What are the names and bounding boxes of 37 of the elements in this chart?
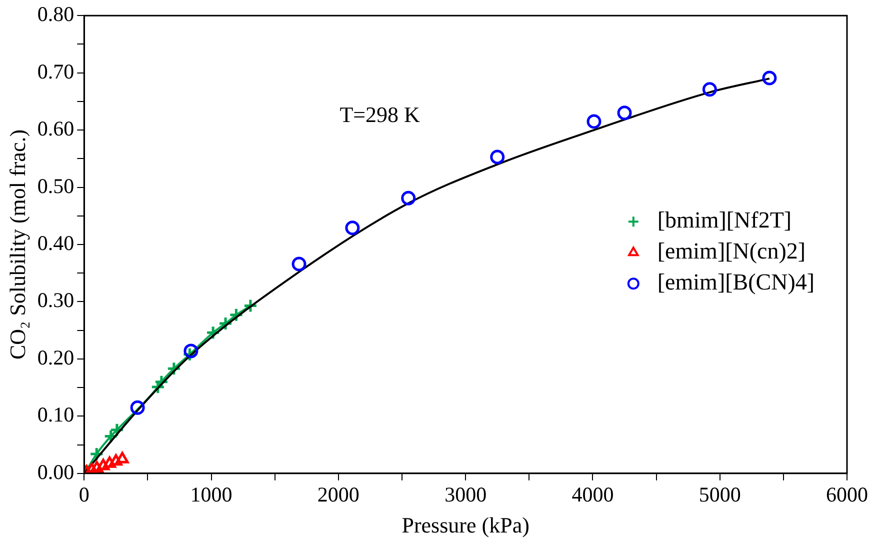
point xyxy=(401,190,416,206)
point xyxy=(130,400,145,415)
x-tick-label: 4000 xyxy=(572,482,614,507)
point xyxy=(90,461,104,472)
annotation: T=298 K xyxy=(340,102,420,128)
point xyxy=(96,458,110,470)
point xyxy=(702,82,717,97)
x-tick-label: 5000 xyxy=(698,482,741,507)
point xyxy=(103,456,116,468)
y-tick-label: 0.80 xyxy=(37,2,74,26)
y-tick-label: 0.70 xyxy=(37,59,74,84)
x-tick-label: 1000 xyxy=(190,482,232,507)
y-tick-label: 0.20 xyxy=(37,345,74,370)
legend-label: [bmim][Nf2T] xyxy=(657,208,792,233)
point xyxy=(490,150,505,164)
point xyxy=(345,220,360,236)
y-tick-label: 0.30 xyxy=(37,288,74,312)
x-tick-label: 6000 xyxy=(826,482,868,507)
y-tick-label: 0.10 xyxy=(37,402,74,427)
point xyxy=(762,70,777,86)
point xyxy=(617,106,632,120)
legend-label: [emim][N(cn)2] xyxy=(657,238,806,264)
y-tick-label: 0.50 xyxy=(37,174,74,198)
point xyxy=(292,256,306,272)
x-tick-label: 3000 xyxy=(444,482,487,507)
point xyxy=(184,344,198,358)
x-tick-label: 2000 xyxy=(317,482,360,507)
x-axis-title: Pressure (kPa) xyxy=(402,512,530,538)
y-tick-label: 0.60 xyxy=(37,116,74,141)
x-tick-label: 0 xyxy=(78,482,90,507)
point xyxy=(109,454,122,466)
point xyxy=(116,452,129,464)
y-tick-label: 0.00 xyxy=(37,460,74,484)
y-axis-title: CO₂ Solubility (mol frac.) xyxy=(4,129,30,360)
y-tick-label: 0.40 xyxy=(37,231,74,256)
legend-label: [emim][B(CN)4] xyxy=(657,270,815,295)
point xyxy=(586,114,602,129)
